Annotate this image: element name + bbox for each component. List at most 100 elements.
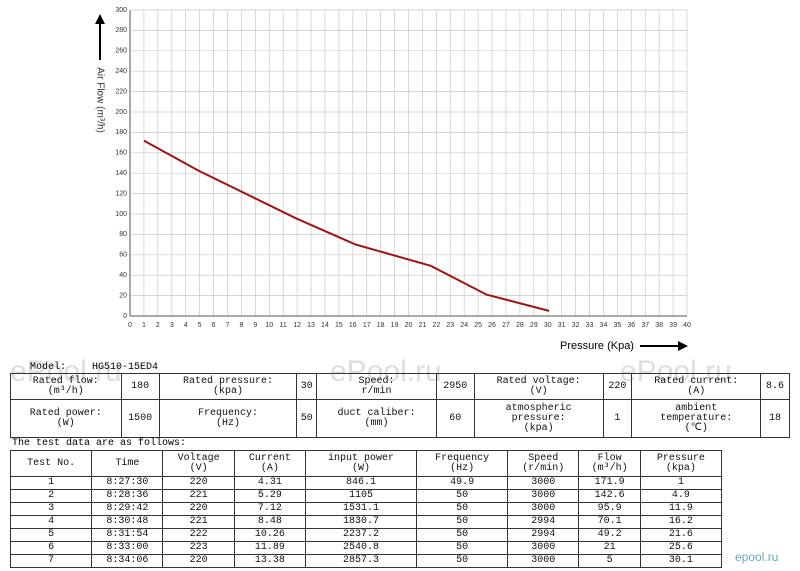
cell: duct caliber: (mm) — [316, 399, 437, 438]
cell: 8:29:42 — [91, 502, 164, 516]
cell: 21.6 — [639, 528, 723, 542]
x-tick-label: 38 — [655, 322, 663, 329]
y-tick-label: 0 — [123, 313, 127, 320]
x-tick-label: 7 — [226, 322, 230, 329]
cell: 3000 — [507, 554, 580, 568]
x-tick-label: 40 — [683, 322, 691, 329]
cell: 2994 — [507, 528, 580, 542]
cell: 50 — [296, 399, 318, 438]
x-arrow-head — [678, 341, 688, 351]
cell: 70.1 — [578, 515, 641, 529]
x-tick-label: 29 — [530, 322, 538, 329]
cell: 846.1 — [304, 476, 418, 490]
cell: 11.9 — [639, 502, 723, 516]
cell: 223 — [162, 541, 235, 555]
cell: Speed (r/min) — [507, 450, 580, 477]
cell: 4.31 — [233, 476, 307, 490]
row: Test No. Time Voltage (V) Current (A) input … — [9, 450, 723, 477]
x-tick-label: 24 — [460, 322, 468, 329]
cell: 220 — [162, 476, 235, 490]
row: Rated power: (W) 1500 Frequency: (Hz) 50 duc… — [10, 399, 790, 438]
cell: 222 — [162, 528, 235, 542]
cell: 8:31:54 — [91, 528, 164, 542]
cell: 11.89 — [233, 541, 307, 555]
cell: 5.29 — [233, 489, 307, 503]
data-line — [143, 139, 550, 312]
x-tick-label: 8 — [239, 322, 243, 329]
cell: 171.9 — [578, 476, 641, 490]
cell: 8:27:30 — [91, 476, 164, 490]
x-tick-label: 5 — [198, 322, 202, 329]
cell: Test No. — [9, 450, 93, 477]
cell: 3000 — [507, 541, 580, 555]
y-tick-label: 120 — [115, 190, 127, 197]
x-tick-label: 4 — [184, 322, 188, 329]
cell: 3000 — [507, 476, 580, 490]
y-tick-label: 200 — [115, 109, 127, 116]
cell: 1 — [639, 476, 723, 490]
x-tick-label: 22 — [432, 322, 440, 329]
x-tick-label: 36 — [627, 322, 635, 329]
y-tick-label: 100 — [115, 211, 127, 218]
y-tick-label: 240 — [115, 68, 127, 75]
cell: 221 — [162, 489, 235, 503]
row: 4 8:30:48 221 8.48 1830.7 50 2994 70.1 16.2 — [9, 515, 723, 529]
y-tick-label: 60 — [119, 252, 127, 259]
x-tick-label: 18 — [377, 322, 385, 329]
y-tick-label: 20 — [119, 292, 127, 299]
cell: 8:30:48 — [91, 515, 164, 529]
x-tick-label: 12 — [293, 322, 301, 329]
x-tick-label: 10 — [265, 322, 273, 329]
x-tick-label: 21 — [419, 322, 427, 329]
cell: 30 — [296, 373, 318, 400]
cell: 2 — [9, 489, 93, 503]
row: 7 8:34:06 220 13.38 2857.3 50 3000 5 30.1 — [9, 554, 723, 568]
x-tick-label: 15 — [335, 322, 343, 329]
cell: 3 — [9, 502, 93, 516]
row: 3 8:29:42 220 7.12 1531.1 50 3000 95.9 11.9 — [9, 502, 723, 516]
cell: 2950 — [435, 373, 475, 400]
x-tick-label: 9 — [253, 322, 257, 329]
cell: 221 — [162, 515, 235, 529]
y-tick-label: 140 — [115, 170, 127, 177]
cell: 21 — [578, 541, 641, 555]
cell: 50 — [416, 515, 509, 529]
y-tick-label: 260 — [115, 48, 127, 55]
cell: 1531.1 — [304, 502, 418, 516]
cell: Rated pressure: (kpa) — [158, 373, 298, 400]
x-tick-label: 34 — [600, 322, 608, 329]
cell: 50 — [416, 489, 509, 503]
y-tick-label: 220 — [115, 88, 127, 95]
x-tick-label: 6 — [212, 322, 216, 329]
x-tick-label: 28 — [516, 322, 524, 329]
x-tick-label: 16 — [349, 322, 357, 329]
x-tick-label: 25 — [474, 322, 482, 329]
cell: 30.1 — [639, 554, 723, 568]
cell: 7 — [9, 554, 93, 568]
x-tick-label: 35 — [613, 322, 621, 329]
cell: Speed: r/min — [316, 373, 437, 400]
cell: 60 — [435, 399, 475, 438]
cell: 10.26 — [233, 528, 307, 542]
x-tick-label: 17 — [363, 322, 371, 329]
cell: Frequency: (Hz) — [158, 399, 298, 438]
cell: Flow (m³/h) — [578, 450, 641, 477]
cell: atmospheric pressure: (kpa) — [473, 399, 604, 438]
x-tick-label: 27 — [502, 322, 510, 329]
model-label: Model: — [30, 362, 67, 373]
x-tick-label: 20 — [405, 322, 413, 329]
cell: Current (A) — [233, 450, 307, 477]
cell: 2540.8 — [304, 541, 418, 555]
cell: 1105 — [304, 489, 418, 503]
x-tick-label: 13 — [307, 322, 315, 329]
cell: 220 — [602, 373, 633, 400]
cell: 3000 — [507, 489, 580, 503]
cell: 1500 — [120, 399, 160, 438]
cell: 2857.3 — [304, 554, 418, 568]
cell: 13.38 — [233, 554, 307, 568]
x-tick-label: 1 — [142, 322, 146, 329]
cell: 50 — [416, 541, 509, 555]
x-tick-label: 39 — [669, 322, 677, 329]
test-caption: The test data are as follows: — [12, 438, 187, 449]
cell: 49.2 — [578, 528, 641, 542]
